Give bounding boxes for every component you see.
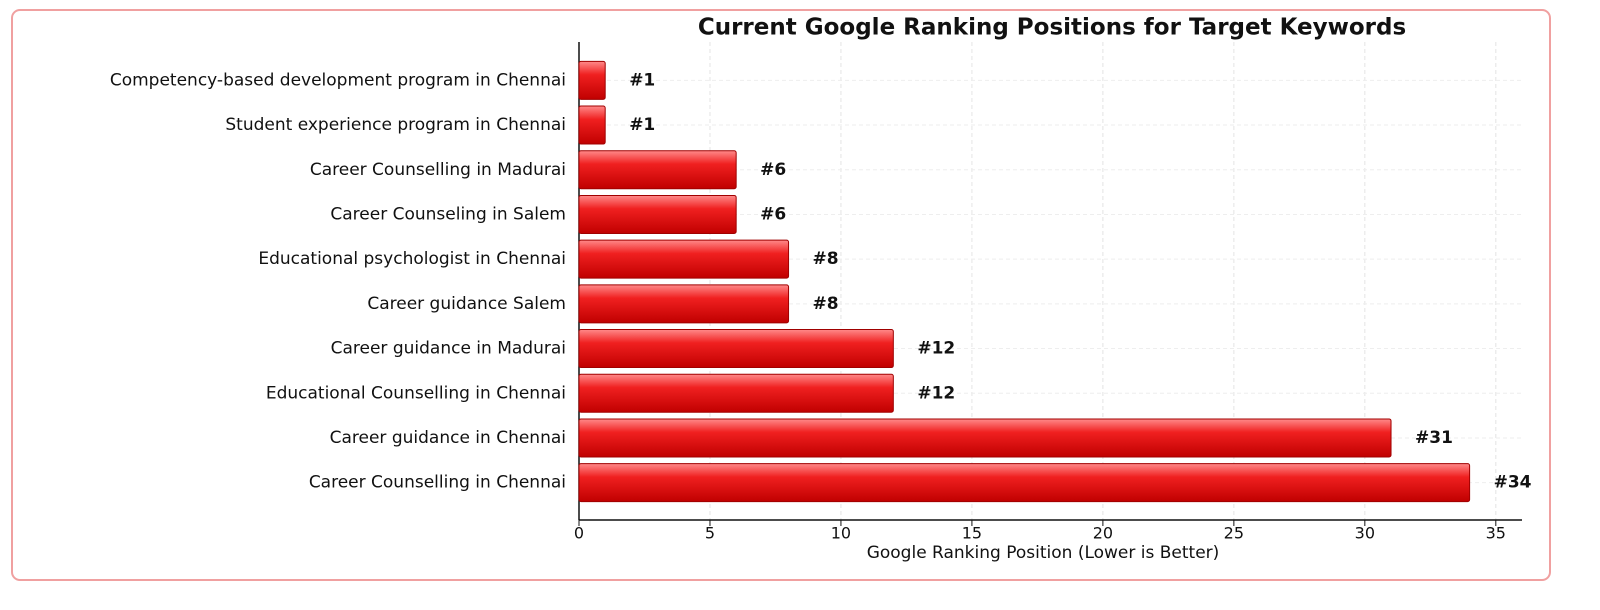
y-tick-label: Career Counselling in Madurai [310, 160, 566, 180]
y-tick-label: Career guidance Salem [367, 294, 566, 314]
bar [578, 373, 894, 413]
y-tick-label: Competency-based development program in … [110, 70, 566, 90]
bar [578, 105, 606, 145]
chart-title: Current Google Ranking Positions for Tar… [698, 15, 1406, 41]
x-tick-label: 30 [1355, 524, 1375, 543]
bar [578, 329, 894, 369]
data-label: #1 [629, 70, 655, 90]
x-tick-label: 25 [1224, 524, 1244, 543]
data-label: #6 [760, 204, 786, 224]
y-tick-label: Career guidance in Chennai [330, 428, 566, 448]
y-tick-label: Educational Counselling in Chennai [266, 383, 566, 403]
data-label: #34 [1494, 473, 1532, 493]
y-tick-label: Student experience program in Chennai [225, 115, 566, 135]
x-tick-label: 15 [962, 524, 982, 543]
bar [578, 463, 1471, 503]
bar [578, 239, 790, 279]
data-label: #12 [917, 339, 955, 359]
y-tick-label: Career Counseling in Salem [330, 204, 566, 224]
y-tick-label: Career Counselling in Chennai [309, 473, 566, 493]
data-label: #6 [760, 160, 786, 180]
bar [578, 284, 790, 324]
data-label: #1 [629, 115, 655, 135]
x-tick-label: 0 [574, 524, 584, 543]
data-label: #12 [917, 383, 955, 403]
data-label: #31 [1415, 428, 1453, 448]
x-axis-label: Google Ranking Position (Lower is Better… [867, 543, 1220, 563]
x-tick-label: 20 [1093, 524, 1113, 543]
y-tick-label: Career guidance in Madurai [331, 339, 566, 359]
bar [578, 60, 606, 100]
data-label: #8 [813, 249, 839, 269]
x-tick-label: 10 [831, 524, 851, 543]
bar [578, 150, 737, 190]
x-tick-label: 5 [705, 524, 715, 543]
bar [578, 418, 1392, 458]
bar [578, 194, 737, 234]
y-tick-label: Educational psychologist in Chennai [258, 249, 566, 269]
data-label: #8 [813, 294, 839, 314]
x-tick-label: 35 [1486, 524, 1506, 543]
